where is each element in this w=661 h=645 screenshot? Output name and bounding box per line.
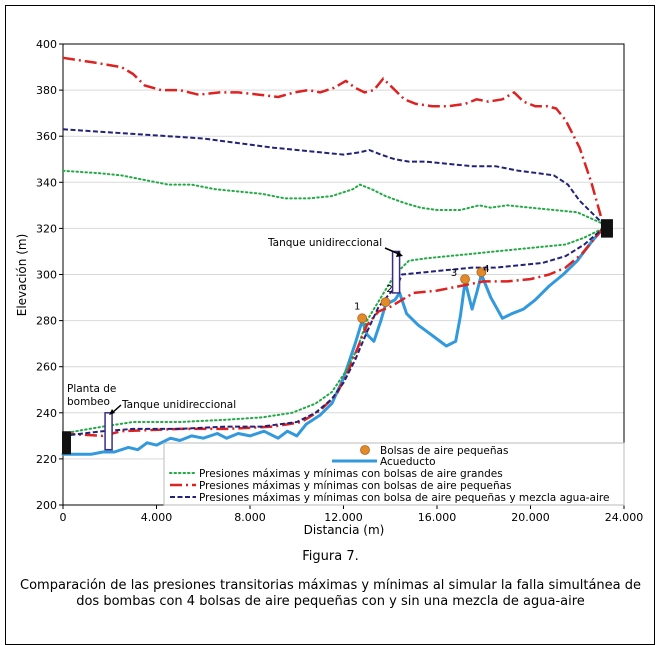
tank-right xyxy=(391,250,401,294)
series-lines xyxy=(61,56,605,456)
markers xyxy=(357,267,487,324)
tank-right-arrowhead xyxy=(396,251,403,257)
x-tick-label: 12.000 xyxy=(324,511,363,524)
y-tick-label: 340 xyxy=(36,176,57,189)
chart: 200 220 240 260 280 300 320 340 360 380 400 0 4.000 8… xyxy=(15,38,643,537)
tank-left-arrowhead xyxy=(109,409,115,415)
tank-left xyxy=(104,412,113,451)
legend-label-air-pocket: Bolsas de aire pequeñas xyxy=(380,445,508,457)
air-pocket-number: 3 xyxy=(451,268,457,279)
figure-label: Figura 7. xyxy=(302,549,359,564)
y-tick-label: 260 xyxy=(36,361,57,374)
y-tick-label: 380 xyxy=(36,84,57,97)
axes: 200 220 240 260 280 300 320 340 360 380 400 0 4.000 8… xyxy=(36,38,643,524)
series-2-min-line xyxy=(62,227,604,438)
air-pocket-marker xyxy=(460,274,470,285)
y-tick-label: 360 xyxy=(36,130,57,143)
x-tick-label: 4.000 xyxy=(141,511,173,524)
y-tick-label: 320 xyxy=(36,222,57,235)
x-axis-label: Distancia (m) xyxy=(304,523,385,537)
series-3-max-line xyxy=(62,128,604,225)
legend-label-acueducto: Acueducto xyxy=(380,456,436,468)
series-1-min-line xyxy=(62,227,604,435)
x-tick-label: 8.000 xyxy=(234,511,266,524)
x-tick-label: 24.000 xyxy=(605,511,644,524)
tank-right-label: Tanque unidireccional xyxy=(267,237,382,249)
pump-label: Planta de bombeo xyxy=(67,383,116,408)
air-pocket-number: 2 xyxy=(386,284,392,295)
legend-symbol-air-pocket xyxy=(360,445,370,455)
legend: Bolsas de aire pequeñasAcueductoPresione… xyxy=(163,442,625,506)
reservoir-block xyxy=(600,219,613,238)
legend-box xyxy=(163,442,625,506)
legend-label-series-4: Presiones máximas y mínimas con bolsa de… xyxy=(199,492,609,504)
series-1-max-line xyxy=(62,169,604,225)
tank-right-arrow xyxy=(384,247,400,255)
annotations: 1 2 3 4 Planta de bombeo Tanque unidireccional… xyxy=(62,219,613,455)
series-2-max-line xyxy=(62,56,605,225)
legend-label-series-3: Presiones máximas y mínimas con bolsas d… xyxy=(199,480,512,492)
legend-label-series-2: Presiones máximas y mínimas con bolsas d… xyxy=(199,468,503,480)
pump-station-block xyxy=(62,431,71,455)
y-tick-label: 280 xyxy=(36,315,57,328)
x-tick-label: 20.000 xyxy=(511,511,550,524)
x-tick-label: 16.000 xyxy=(418,511,457,524)
tank-left-label: Tanque unidireccional xyxy=(121,399,236,411)
air-pocket-number: 4 xyxy=(483,264,489,275)
air-pocket-marker xyxy=(357,313,368,324)
y-tick-label: 400 xyxy=(36,38,57,51)
y-tick-label: 200 xyxy=(36,499,57,512)
y-axis-label: Elevación (m) xyxy=(15,234,29,317)
x-tick-label: 0 xyxy=(60,511,67,524)
air-pocket-marker xyxy=(476,267,487,278)
y-tick-label: 300 xyxy=(36,269,57,282)
air-pocket-marker xyxy=(380,297,391,308)
y-tick-label: 220 xyxy=(36,453,57,466)
series-acueducto-line xyxy=(61,226,605,456)
figure-caption: Comparación de las presiones transitoria… xyxy=(20,578,642,609)
air-pocket-number: 1 xyxy=(354,301,360,312)
y-tick-label: 240 xyxy=(36,407,57,420)
